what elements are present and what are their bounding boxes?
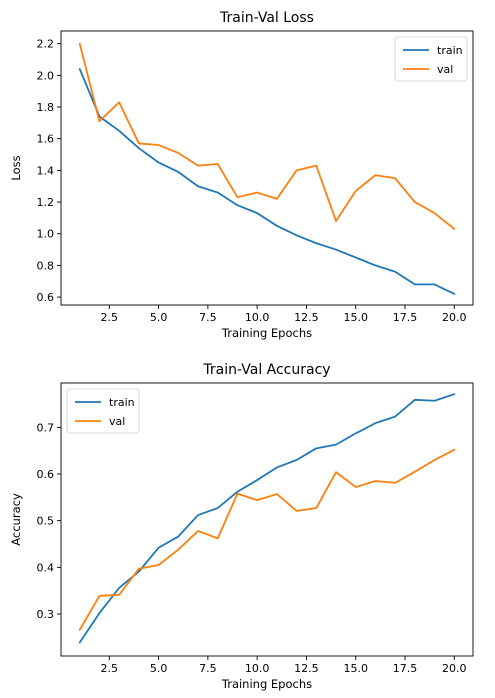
accuracy-ytick-label: 0.5 — [37, 515, 55, 528]
accuracy-ytick-label: 0.3 — [37, 608, 55, 621]
accuracy-legend-val-label: val — [109, 415, 125, 428]
accuracy-series-val-line — [78, 448, 456, 631]
loss-legend-val-label: val — [437, 63, 453, 76]
accuracy-xtick-label: 15.0 — [343, 662, 368, 675]
accuracy-xaxis-label: Training Epochs — [221, 677, 312, 691]
accuracy-chart-title: Train-Val Accuracy — [202, 362, 330, 378]
accuracy-ytick-label: 0.7 — [37, 421, 55, 434]
accuracy-ytick-label: 0.6 — [37, 468, 55, 481]
accuracy-legend-box — [66, 388, 140, 434]
loss-ytick-label: 2.2 — [37, 38, 55, 51]
loss-ytick-label: 1.2 — [37, 196, 55, 209]
loss-chart-title: Train-Val Loss — [219, 10, 314, 26]
loss-xtick-label: 5.0 — [150, 311, 168, 324]
loss-ytick-label: 1.8 — [37, 101, 55, 114]
accuracy-xtick-label: 17.5 — [393, 662, 418, 675]
accuracy-xtick-label: 12.5 — [294, 662, 319, 675]
accuracy-legend-train-label: train — [109, 396, 135, 409]
loss-xaxis-label: Training Epochs — [221, 326, 312, 340]
loss-xtick-label: 7.5 — [199, 311, 217, 324]
accuracy-xtick-label: 2.5 — [101, 662, 119, 675]
accuracy-xtick-label: 5.0 — [150, 662, 168, 675]
accuracy-plot-frame — [60, 382, 474, 657]
loss-yaxis-label: Loss — [9, 155, 23, 180]
loss-ytick-label: 1.0 — [37, 228, 55, 241]
accuracy-chart: Train-Val Accuracy 2.5 5.0 7.5 10.0 12.5 15.0 1… — [9, 362, 474, 691]
accuracy-xtick-label: 7.5 — [199, 662, 217, 675]
accuracy-xtick-label: 10.0 — [245, 662, 270, 675]
accuracy-yaxis-label: Accuracy — [9, 493, 23, 546]
loss-xtick-label: 17.5 — [393, 311, 418, 324]
loss-xtick-label: 2.5 — [101, 311, 119, 324]
loss-series-train-line — [78, 68, 456, 295]
accuracy-ytick-label: 0.4 — [37, 561, 55, 574]
accuracy-legend: train val — [66, 388, 140, 434]
loss-ytick-label: 1.4 — [37, 164, 55, 177]
loss-ytick-label: 0.6 — [37, 291, 55, 304]
loss-xtick-label: 20.0 — [442, 311, 467, 324]
loss-chart: Train-Val Loss 2.5 5.0 7.5 10.0 12.5 15.0 17.5 2… — [9, 10, 474, 340]
accuracy-xtick-label: 20.0 — [442, 662, 467, 675]
loss-legend-box — [394, 36, 468, 82]
loss-legend-train-label: train — [437, 44, 463, 57]
loss-xtick-label: 15.0 — [343, 311, 368, 324]
loss-ytick-label: 0.8 — [37, 259, 55, 272]
loss-ytick-label: 1.6 — [37, 133, 55, 146]
loss-legend: train val — [394, 36, 468, 82]
loss-ytick-label: 2.0 — [37, 69, 55, 82]
loss-series-val-line — [78, 42, 456, 230]
loss-xtick-label: 10.0 — [245, 311, 270, 324]
loss-xtick-label: 12.5 — [294, 311, 319, 324]
loss-plot-frame — [60, 30, 474, 306]
